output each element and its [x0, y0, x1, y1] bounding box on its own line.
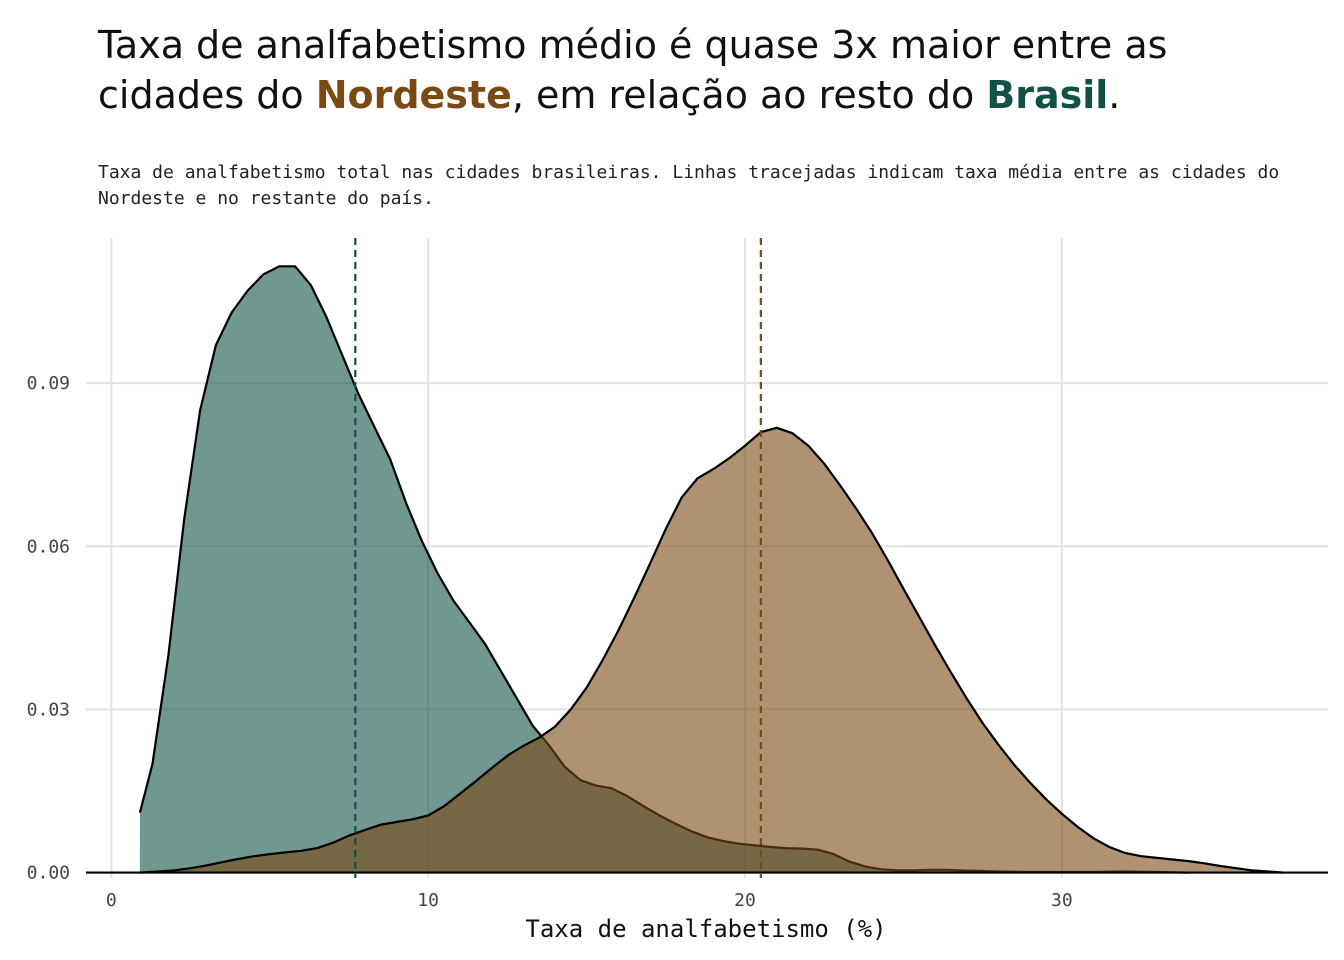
- density-area-resto: [139, 266, 1189, 873]
- y-tick-label: 0.00: [27, 863, 70, 884]
- x-tick-label: 30: [1051, 890, 1073, 911]
- y-tick-label: 0.06: [27, 536, 70, 557]
- x-tick-label: 20: [734, 890, 756, 911]
- y-tick-label: 0.09: [27, 373, 70, 394]
- title-line-2-mid: , em relação ao resto do: [511, 73, 987, 117]
- density-areas: [138, 265, 1284, 874]
- title-line-2-end: .: [1108, 73, 1121, 117]
- x-tick-label: 0: [106, 890, 117, 911]
- title-highlight-nordeste: Nordeste: [315, 73, 512, 117]
- x-axis-ticks: 0 10 20 30: [106, 890, 1073, 911]
- x-axis-label: Taxa de analfabetismo (%): [525, 915, 886, 943]
- title-line-1: Taxa de analfabetismo médio é quase 3x m…: [98, 23, 1168, 67]
- density-area-nordeste: [139, 427, 1284, 873]
- y-tick-label: 0.03: [27, 699, 70, 720]
- title-highlight-brasil: Brasil: [986, 73, 1109, 117]
- density-outline-nordeste: [139, 426, 1284, 874]
- title-line-2-start: cidades do: [98, 73, 316, 117]
- y-axis-ticks: 0.00 0.03 0.06 0.09: [27, 373, 70, 883]
- x-tick-label: 10: [417, 890, 439, 911]
- chart-title: Taxa de analfabetismo médio é quase 3x m…: [98, 20, 1318, 120]
- chart-subtitle: Taxa de analfabetismo total nas cidades …: [98, 162, 1280, 209]
- mean-lines: [354, 238, 762, 878]
